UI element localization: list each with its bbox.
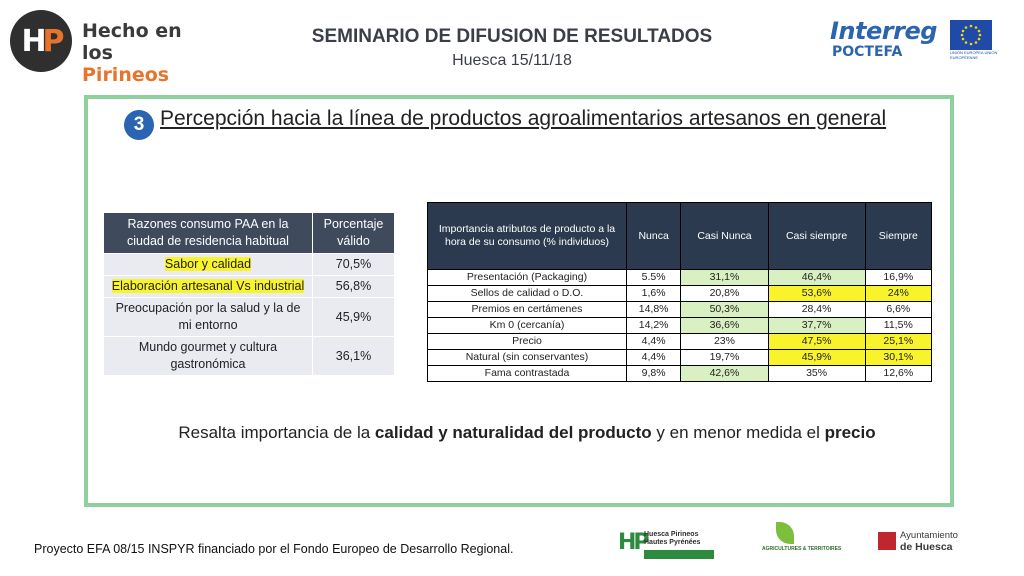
reason-cell: Elaboración artesanal Vs industrial bbox=[103, 275, 313, 298]
interreg-name: Interreg bbox=[830, 17, 937, 45]
seminar-title: SEMINARIO DE DIFUSION DE RESULTADOS bbox=[311, 26, 713, 47]
attributes-header-attr: Importancia atributos de producto a la h… bbox=[427, 202, 627, 270]
casi-nunca-cell: 19,7% bbox=[680, 349, 769, 366]
reason-cell: Preocupación por la salud y la de mi ent… bbox=[103, 297, 313, 337]
huesca-pirineos-logo: HP Huesca Pirineos Hautes Pyrénées bbox=[618, 528, 714, 562]
agricultures-territoires-logo: AGRICULTURES & TERRITOIRES bbox=[762, 522, 841, 566]
logo-line-1: Hecho en los bbox=[82, 20, 182, 64]
logo-line-2: Pirineos bbox=[82, 64, 170, 86]
eu-label: UNIÓN EUROPEA UNION EUROPÉENNE bbox=[950, 50, 998, 60]
casi-siempre-cell: 47,5% bbox=[767, 333, 866, 350]
ayto-line-1: Ayuntamiento bbox=[900, 530, 958, 541]
leaf-icon bbox=[776, 522, 794, 544]
percent-cell: 56,8% bbox=[312, 275, 395, 298]
reasons-table: Razones consumo PAA en la ciudad de resi… bbox=[103, 212, 395, 376]
casi-siempre-cell: 35% bbox=[767, 365, 866, 382]
attr-cell: Sellos de calidad o D.O. bbox=[427, 285, 627, 302]
hp-logo-bar bbox=[644, 550, 714, 559]
table-row: Preocupación por la salud y la de mi ent… bbox=[103, 297, 395, 337]
table-row: Sabor y calidad 70,5% bbox=[103, 253, 395, 276]
percent-cell: 36,1% bbox=[312, 336, 395, 376]
attr-cell: Precio bbox=[427, 333, 627, 350]
siempre-cell: 16,9% bbox=[864, 269, 933, 286]
nunca-cell: 1,6% bbox=[625, 285, 682, 302]
casi-siempre-cell: 37,7% bbox=[767, 317, 866, 334]
attributes-header-siempre: Siempre bbox=[864, 202, 933, 270]
nunca-cell: 9,8% bbox=[625, 365, 682, 382]
conclusion-part-1: Resalta importancia de la bbox=[178, 423, 375, 442]
casi-siempre-cell: 46,4% bbox=[767, 269, 866, 286]
hecho-en-los-pirineos-logo: HP Hecho en los Pirineos bbox=[10, 10, 210, 86]
section-title: Percepción hacia la línea de productos a… bbox=[160, 107, 887, 130]
agri-logo-text: AGRICULTURES & TERRITOIRES bbox=[762, 546, 842, 552]
table-row: Presentación (Packaging) 5.5% 31,1% 46,4… bbox=[427, 269, 933, 286]
conclusion-bold-2: precio bbox=[824, 423, 876, 442]
nunca-cell: 4,4% bbox=[625, 333, 682, 350]
seminar-date: Huesca 15/11/18 bbox=[452, 52, 572, 69]
casi-siempre-cell: 45,9% bbox=[767, 349, 866, 366]
percent-cell: 70,5% bbox=[312, 253, 395, 276]
casi-nunca-cell: 36,6% bbox=[680, 317, 769, 334]
table-row: Precio 4,4% 23% 47,5% 25,1% bbox=[427, 333, 933, 350]
siempre-cell: 12,6% bbox=[864, 365, 933, 382]
attr-cell: Presentación (Packaging) bbox=[427, 269, 627, 286]
hp-logo-line-2: Hautes Pyrénées bbox=[644, 539, 701, 546]
siempre-cell: 6,6% bbox=[864, 301, 933, 318]
reason-text: Sabor y calidad bbox=[164, 257, 252, 271]
table-row: Elaboración artesanal Vs industrial 56,8… bbox=[103, 275, 395, 298]
conclusion-text: Resalta importancia de la calidad y natu… bbox=[0, 423, 1024, 443]
table-row: Mundo gourmet y cultura gastronómica 36,… bbox=[103, 336, 395, 376]
percent-cell: 45,9% bbox=[312, 297, 395, 337]
reason-cell: Mundo gourmet y cultura gastronómica bbox=[103, 336, 313, 376]
attributes-header-casi-nunca: Casi Nunca bbox=[680, 202, 769, 270]
table-row: Natural (sin conservantes) 4,4% 19,7% 45… bbox=[427, 349, 933, 366]
attr-cell: Premios en certámenes bbox=[427, 301, 627, 318]
hp-logo-line-1: Huesca Pirineos bbox=[644, 531, 699, 538]
casi-siempre-cell: 28,4% bbox=[767, 301, 866, 318]
nunca-cell: 4,4% bbox=[625, 349, 682, 366]
table-row: Km 0 (cercanía) 14,2% 36,6% 37,7% 11,5% bbox=[427, 317, 933, 334]
conclusion-part-2: y en menor medida el bbox=[651, 423, 825, 442]
casi-siempre-cell: 53,6% bbox=[767, 285, 866, 302]
conclusion-bold-1: calidad y naturalidad del producto bbox=[374, 423, 652, 442]
casi-nunca-cell: 20,8% bbox=[680, 285, 769, 302]
casi-nunca-cell: 50,3% bbox=[680, 301, 769, 318]
casi-nunca-cell: 42,6% bbox=[680, 365, 769, 382]
section-number-badge: 3 bbox=[124, 110, 154, 140]
siempre-cell: 30,1% bbox=[864, 349, 933, 366]
ayto-line-2: de Huesca bbox=[900, 541, 953, 553]
reasons-header-percent: Porcentaje válido bbox=[312, 212, 395, 254]
table-row: Premios en certámenes 14,8% 50,3% 28,4% … bbox=[427, 301, 933, 318]
attributes-header-nunca: Nunca bbox=[625, 202, 682, 270]
reason-cell: Sabor y calidad bbox=[103, 253, 313, 276]
interreg-logo: Interreg POCTEFA bbox=[830, 18, 942, 64]
attr-cell: Natural (sin conservantes) bbox=[427, 349, 627, 366]
siempre-cell: 24% bbox=[864, 285, 933, 302]
attr-cell: Fama contrastada bbox=[427, 365, 627, 382]
table-row: Fama contrastada 9,8% 42,6% 35% 12,6% bbox=[427, 365, 933, 382]
footer-funding-text: Proyecto EFA 08/15 INSPYR financiado por… bbox=[34, 542, 514, 556]
eu-flag-icon bbox=[950, 20, 992, 50]
coat-of-arms-icon bbox=[878, 532, 896, 550]
interreg-sub: POCTEFA bbox=[832, 44, 903, 60]
reasons-header-reason: Razones consumo PAA en la ciudad de resi… bbox=[103, 212, 313, 254]
nunca-cell: 14,2% bbox=[625, 317, 682, 334]
nunca-cell: 5.5% bbox=[625, 269, 682, 286]
reason-text: Elaboración artesanal Vs industrial bbox=[111, 279, 305, 293]
ayuntamiento-huesca-logo: Ayuntamiento de Huesca bbox=[878, 528, 978, 556]
nunca-cell: 14,8% bbox=[625, 301, 682, 318]
casi-nunca-cell: 23% bbox=[680, 333, 769, 350]
hp-logo-icon: HP bbox=[10, 10, 72, 72]
siempre-cell: 25,1% bbox=[864, 333, 933, 350]
attr-cell: Km 0 (cercanía) bbox=[427, 317, 627, 334]
attributes-table: Importancia atributos de producto a la h… bbox=[427, 202, 933, 382]
siempre-cell: 11,5% bbox=[864, 317, 933, 334]
table-row: Sellos de calidad o D.O. 1,6% 20,8% 53,6… bbox=[427, 285, 933, 302]
casi-nunca-cell: 31,1% bbox=[680, 269, 769, 286]
hp-small-icon: HP bbox=[618, 530, 650, 555]
attributes-header-casi-siempre: Casi siempre bbox=[767, 202, 866, 270]
